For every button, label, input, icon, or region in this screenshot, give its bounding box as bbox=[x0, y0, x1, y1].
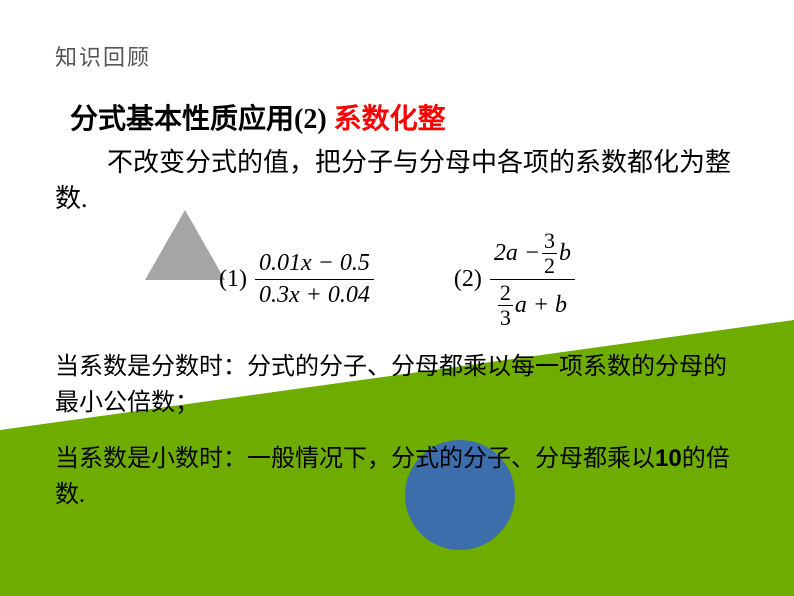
title-main: 分式基本性质应用(2) bbox=[70, 104, 327, 135]
rule-2: 当系数是小数时：一般情况下，分式的分子、分母都乘以10的倍数. bbox=[55, 441, 739, 513]
formula-2: (2) 2a − 3 2 b 2 3 a + b bbox=[454, 230, 575, 329]
formula-1-num: 0.01x − 0.5 bbox=[259, 250, 370, 276]
rule-1: 当系数是分数时：分式的分子、分母都乘以每一项系数的分母的最小公倍数； bbox=[55, 349, 739, 421]
formula-1: (1) 0.01x − 0.5 0.3x + 0.04 bbox=[219, 230, 374, 329]
title-highlight: 系数化整 bbox=[334, 104, 446, 135]
f2-num-right: b bbox=[559, 240, 571, 267]
formula-2-label: (2) bbox=[454, 266, 482, 293]
f2-num-frac-d: 2 bbox=[542, 254, 557, 277]
formula-row: (1) 0.01x − 0.5 0.3x + 0.04 (2) 2a − 3 2… bbox=[55, 230, 739, 329]
f2-den-frac-n: 2 bbox=[498, 282, 513, 306]
review-label: 知识回顾 bbox=[55, 40, 739, 72]
f2-num-left: 2a − bbox=[494, 240, 540, 267]
f2-den-frac-d: 3 bbox=[498, 306, 513, 329]
formula-1-label: (1) bbox=[219, 266, 247, 293]
intro-text: 不改变分式的值，把分子与分母中各项的系数都化为整数. bbox=[55, 145, 739, 218]
f2-den-rest: a + b bbox=[515, 292, 567, 319]
f2-num-frac-n: 3 bbox=[542, 230, 557, 254]
formula-1-den: 0.3x + 0.04 bbox=[259, 282, 370, 308]
rule-2-b: 10 bbox=[655, 445, 682, 472]
rule-2-a: 当系数是小数时：一般情况下，分式的分子、分母都乘以 bbox=[55, 446, 655, 472]
slide-title: 分式基本性质应用(2) 系数化整 bbox=[70, 97, 739, 137]
